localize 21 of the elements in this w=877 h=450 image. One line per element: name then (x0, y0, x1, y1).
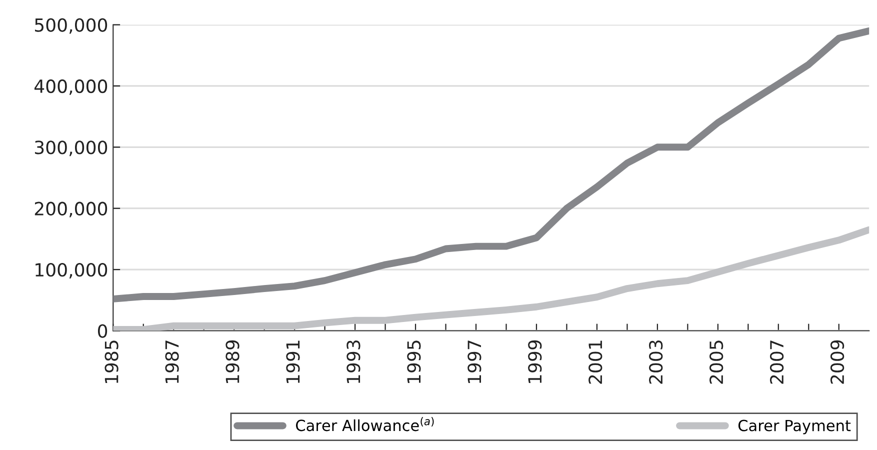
y-tick-label: 400,000 (34, 79, 108, 95)
x-tick-label: 1999 (528, 340, 542, 384)
x-tick-label: 2005 (709, 340, 724, 384)
y-tick-label: 500,000 (35, 18, 108, 34)
x-tick-label: 2009 (830, 340, 844, 384)
legend-label: Carer Allowance$^{(a)}$ (296, 417, 434, 432)
x-tick-label: 1985 (104, 340, 118, 384)
x-tick-label: 1989 (226, 340, 240, 384)
x-tick-label: 2003 (649, 340, 663, 384)
x-tick-label: 1993 (346, 340, 360, 384)
x-tick-label: 1991 (286, 340, 300, 384)
x-tick-label: 2007 (770, 340, 784, 384)
x-tick-label: 1997 (468, 340, 482, 384)
legend-label: Carer Payment (738, 420, 851, 434)
y-tick-label: 0 (98, 324, 108, 338)
x-tick-label: 1987 (165, 340, 179, 384)
x-tick-label: 2001 (588, 340, 602, 384)
y-tick-label: 300,000 (34, 140, 108, 156)
y-tick-label: 100,000 (36, 263, 108, 279)
x-tick-label: 1995 (407, 340, 421, 384)
y-tick-label: 200,000 (34, 202, 108, 218)
